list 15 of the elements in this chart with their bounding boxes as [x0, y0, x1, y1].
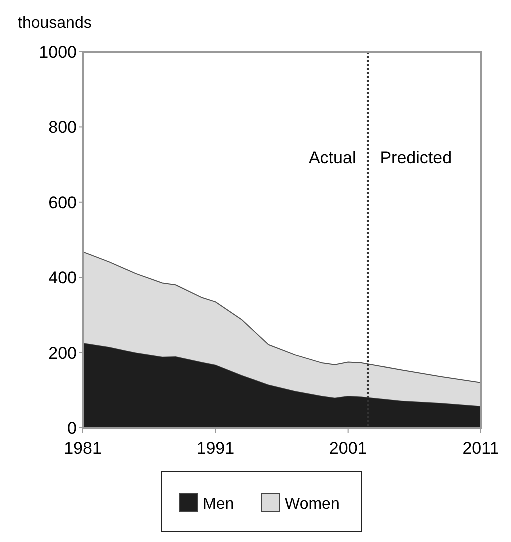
y-tick-label: 800 [48, 118, 77, 138]
legend-label: Women [285, 496, 340, 513]
y-axis-title: thousands [18, 15, 92, 32]
y-tick-label: 600 [48, 193, 77, 212]
annotation: Actual [308, 148, 356, 168]
annotation: Predicted [380, 148, 452, 168]
x-tick-label: 2001 [329, 439, 368, 458]
y-tick-label: 1000 [39, 42, 77, 62]
x-tick-label: 2011 [462, 439, 500, 458]
x-tick-label: 1981 [64, 439, 102, 458]
legend-label: Men [203, 496, 234, 513]
y-tick-label: 200 [48, 344, 77, 363]
x-tick-label: 1991 [196, 439, 235, 458]
y-tick-label: 400 [48, 268, 77, 288]
y-tick-label: 0 [68, 418, 77, 438]
